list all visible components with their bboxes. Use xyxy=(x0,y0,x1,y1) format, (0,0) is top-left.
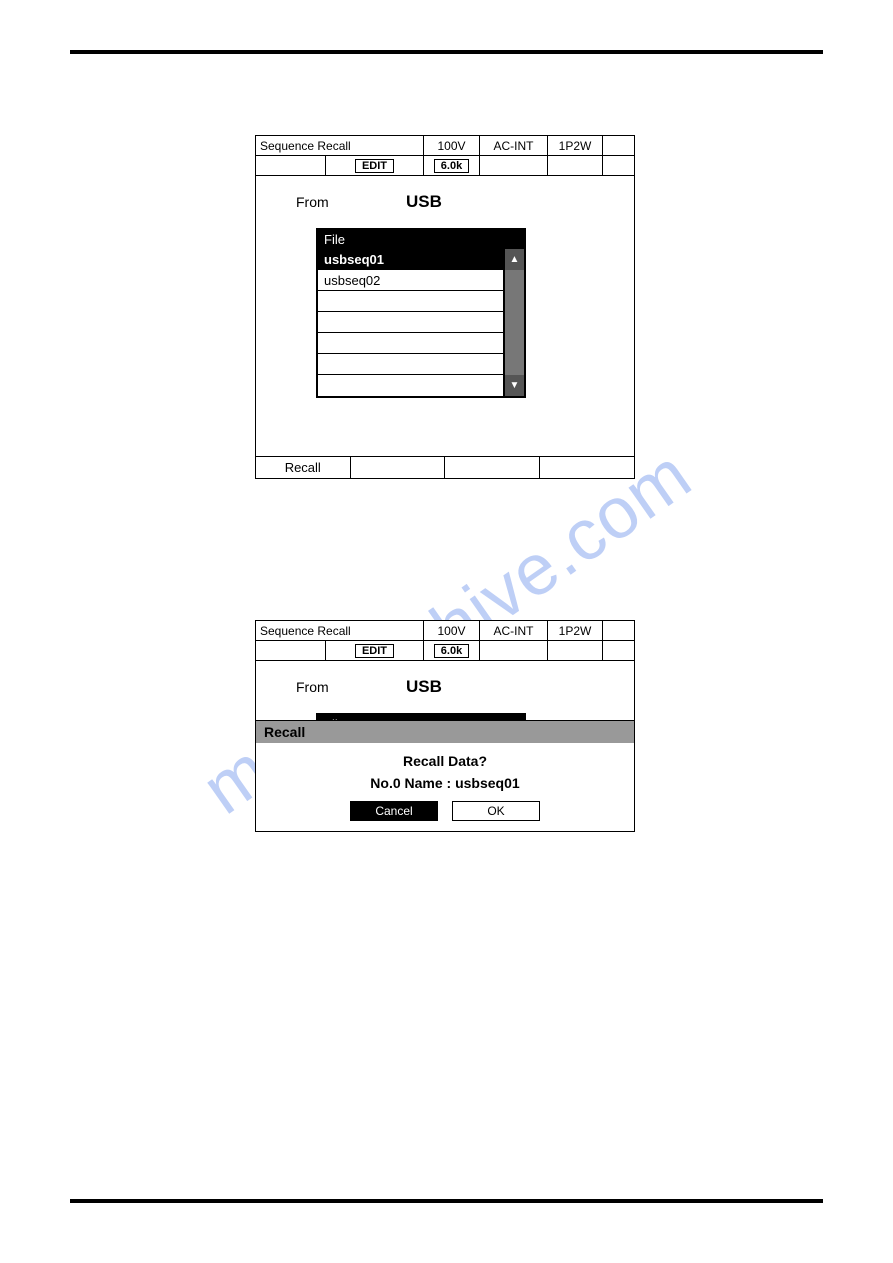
recall-dialog: Recall Recall Data? No.0 Name : usbseq01… xyxy=(256,720,634,831)
page-top-rule xyxy=(70,50,823,54)
recall-button[interactable]: Recall xyxy=(256,457,351,478)
list-item[interactable] xyxy=(318,312,503,333)
freq-button[interactable]: 6.0k xyxy=(424,641,480,660)
titlebar: Sequence Recall 100V AC-INT 1P2W xyxy=(256,136,634,156)
toolbar-slot-5 xyxy=(548,641,603,660)
toolbar: EDIT 6.0k xyxy=(256,641,634,661)
ok-button[interactable]: OK xyxy=(452,801,540,821)
window-title: Sequence Recall xyxy=(256,621,424,640)
scrollbar-track[interactable] xyxy=(505,270,524,375)
list-item[interactable]: usbseq01 xyxy=(318,249,503,270)
from-row: From USB xyxy=(256,671,634,713)
toolbar-slot-4 xyxy=(480,641,548,660)
list-item[interactable]: usbseq02 xyxy=(318,270,503,291)
window-title: Sequence Recall xyxy=(256,136,424,155)
toolbar-slot-5 xyxy=(548,156,603,175)
sequence-recall-window-2: Sequence Recall 100V AC-INT 1P2W EDIT 6.… xyxy=(255,620,635,832)
list-item[interactable] xyxy=(318,375,503,396)
from-label: From xyxy=(296,679,406,695)
dialog-buttons: Cancel OK xyxy=(256,801,634,821)
from-value: USB xyxy=(406,192,442,212)
dialog-body: Recall Data? No.0 Name : usbseq01 Cancel… xyxy=(256,743,634,831)
dialog-message: Recall Data? xyxy=(256,753,634,769)
phase-indicator: 1P2W xyxy=(548,621,603,640)
toolbar-slot-1 xyxy=(256,156,326,175)
from-value: USB xyxy=(406,677,442,697)
scroll-down-icon[interactable]: ▼ xyxy=(505,375,524,396)
sequence-recall-window-1: Sequence Recall 100V AC-INT 1P2W EDIT 6.… xyxy=(255,135,635,479)
scroll-up-icon[interactable]: ▲ xyxy=(505,249,524,270)
toolbar-slot-6 xyxy=(603,641,634,660)
phase-indicator: 1P2W xyxy=(548,136,603,155)
mode-indicator: AC-INT xyxy=(480,621,548,640)
file-header: File xyxy=(318,230,524,249)
footer-slot-2[interactable] xyxy=(351,457,446,478)
dialog-subtext: No.0 Name : usbseq01 xyxy=(256,775,634,791)
voltage-indicator: 100V xyxy=(424,136,480,155)
toolbar: EDIT 6.0k xyxy=(256,156,634,176)
list-item[interactable] xyxy=(318,354,503,375)
from-label: From xyxy=(296,194,406,210)
footer-slot-3[interactable] xyxy=(445,457,540,478)
voltage-indicator: 100V xyxy=(424,621,480,640)
titlebar-spacer xyxy=(603,621,634,640)
page-bottom-rule xyxy=(70,1199,823,1203)
cancel-button[interactable]: Cancel xyxy=(350,801,438,821)
footer-bar: Recall xyxy=(256,456,634,478)
toolbar-slot-6 xyxy=(603,156,634,175)
list-item[interactable] xyxy=(318,333,503,354)
edit-button[interactable]: EDIT xyxy=(326,156,424,175)
mode-indicator: AC-INT xyxy=(480,136,548,155)
toolbar-slot-4 xyxy=(480,156,548,175)
body-area: From USB File usbseq01 usbseq02 ▲ ▼ xyxy=(256,176,634,456)
list-item[interactable] xyxy=(318,291,503,312)
edit-button[interactable]: EDIT xyxy=(326,641,424,660)
scrollbar[interactable]: ▲ ▼ xyxy=(503,249,524,396)
freq-button[interactable]: 6.0k xyxy=(424,156,480,175)
footer-slot-4[interactable] xyxy=(540,457,635,478)
file-list[interactable]: usbseq01 usbseq02 xyxy=(318,249,503,396)
from-row: From USB xyxy=(256,186,634,228)
titlebar: Sequence Recall 100V AC-INT 1P2W xyxy=(256,621,634,641)
toolbar-slot-1 xyxy=(256,641,326,660)
titlebar-spacer xyxy=(603,136,634,155)
file-panel: File usbseq01 usbseq02 ▲ ▼ xyxy=(316,228,526,398)
dialog-title: Recall xyxy=(256,721,634,743)
